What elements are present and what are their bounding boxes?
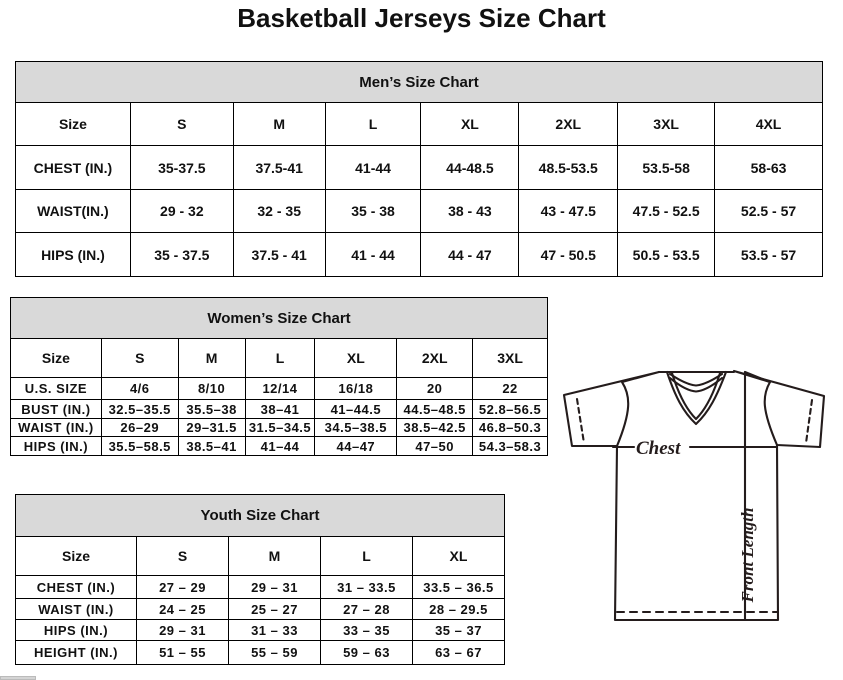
svg-text:Chest: Chest bbox=[636, 438, 681, 459]
svg-text:Front Length: Front Length bbox=[738, 508, 757, 604]
